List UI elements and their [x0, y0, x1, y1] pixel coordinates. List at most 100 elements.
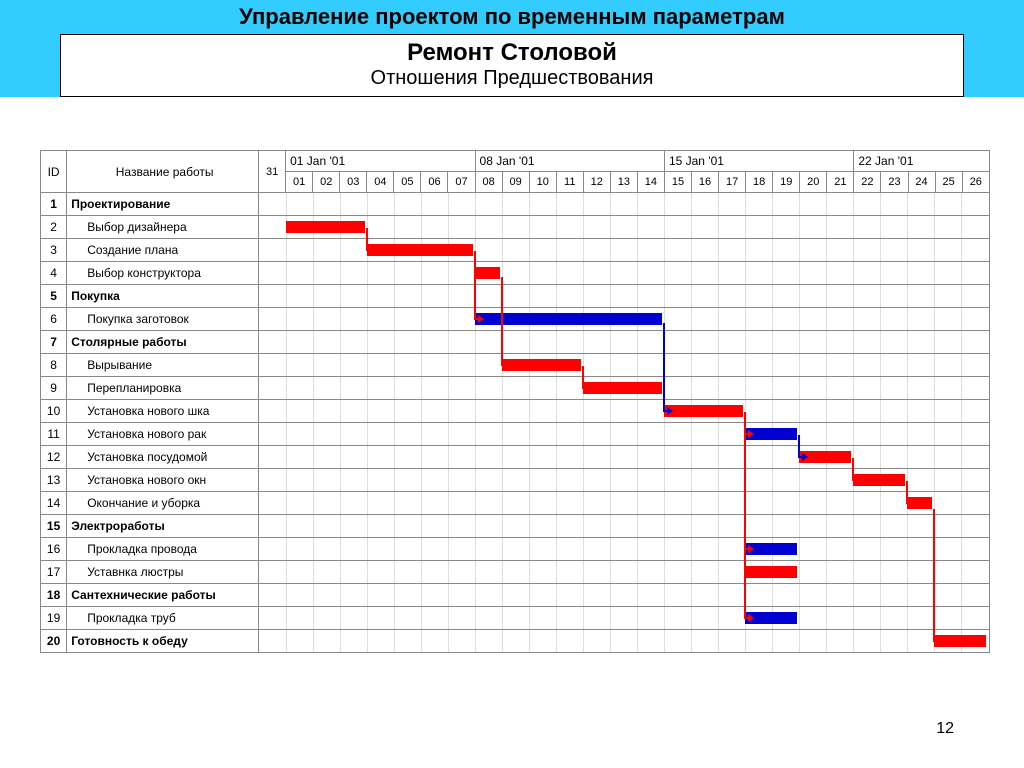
- arrow-icon: [856, 476, 862, 484]
- day-header: 21: [827, 172, 854, 193]
- task-name: Вырывание: [67, 354, 259, 377]
- task-id: 7: [41, 331, 67, 354]
- task-chart-cell: [259, 630, 990, 653]
- day-header: 24: [908, 172, 935, 193]
- arrow-icon: [748, 568, 754, 576]
- day-header: 19: [773, 172, 800, 193]
- dependency-link: [852, 458, 854, 480]
- task-row: 19Прокладка труб: [41, 607, 990, 630]
- banner: Управление проектом по временным парамет…: [0, 0, 1024, 97]
- page-number: 12: [936, 720, 954, 738]
- week-header: 22 Jan '01: [854, 151, 990, 172]
- task-id: 16: [41, 538, 67, 561]
- task-name: Уставнка люстры: [67, 561, 259, 584]
- dependency-link: [798, 435, 800, 457]
- task-row: 15Электроработы: [41, 515, 990, 538]
- box-title: Ремонт Столовой: [61, 39, 963, 67]
- task-id: 9: [41, 377, 67, 400]
- dependency-link: [366, 228, 368, 250]
- dependency-link: [474, 253, 476, 319]
- task-name: Выбор конструктора: [67, 262, 259, 285]
- task-row: 5Покупка: [41, 285, 990, 308]
- task-name: Столярные работы: [67, 331, 259, 354]
- arrow-icon: [748, 545, 754, 553]
- task-id: 15: [41, 515, 67, 538]
- box-subtitle: Отношения Предшествования: [61, 67, 963, 90]
- task-row: 20Готовность к обеду: [41, 630, 990, 653]
- task-chart-cell: [259, 446, 990, 469]
- task-id: 1: [41, 193, 67, 216]
- day-header: 07: [448, 172, 475, 193]
- task-name: Создание плана: [67, 239, 259, 262]
- day-header: 04: [367, 172, 394, 193]
- day-header: 31: [259, 151, 286, 193]
- task-chart-cell: [259, 515, 990, 538]
- task-name: Электроработы: [67, 515, 259, 538]
- task-chart-cell: [259, 377, 990, 400]
- task-id: 20: [41, 630, 67, 653]
- task-id: 14: [41, 492, 67, 515]
- task-name: Выбор дизайнера: [67, 216, 259, 239]
- day-header: 08: [475, 172, 502, 193]
- day-header: 02: [313, 172, 340, 193]
- task-name: Покупка: [67, 285, 259, 308]
- task-chart-cell: [259, 216, 990, 239]
- day-header: 10: [529, 172, 556, 193]
- title-box: Ремонт Столовой Отношения Предшествовани…: [60, 34, 964, 97]
- task-chart-cell: [259, 469, 990, 492]
- task-row: 11Установка нового рак: [41, 423, 990, 446]
- gantt-chart: IDНазвание работы3101 Jan '0108 Jan '011…: [40, 150, 990, 653]
- arrow-icon: [667, 407, 673, 415]
- arrow-icon: [586, 384, 592, 392]
- task-id: 19: [41, 607, 67, 630]
- arrow-icon: [478, 315, 484, 323]
- task-chart-cell: [259, 285, 990, 308]
- task-id: 4: [41, 262, 67, 285]
- task-chart-cell: [259, 308, 990, 331]
- task-row: 17Уставнка люстры: [41, 561, 990, 584]
- task-id: 5: [41, 285, 67, 308]
- task-name: Прокладка труб: [67, 607, 259, 630]
- task-chart-cell: [259, 561, 990, 584]
- task-name: Покупка заготовок: [67, 308, 259, 331]
- task-row: 7Столярные работы: [41, 331, 990, 354]
- task-chart-cell: [259, 331, 990, 354]
- task-row: 14Окончание и уборка: [41, 492, 990, 515]
- arrow-icon: [505, 361, 511, 369]
- day-header: 14: [637, 172, 664, 193]
- task-name: Сантехнические работы: [67, 584, 259, 607]
- task-chart-cell: [259, 262, 990, 285]
- day-header: 06: [421, 172, 448, 193]
- arrow-icon: [937, 637, 943, 645]
- task-row: 6Покупка заготовок: [41, 308, 990, 331]
- task-row: 9Перепланировка: [41, 377, 990, 400]
- arrow-icon: [748, 614, 754, 622]
- col-name: Название работы: [67, 151, 259, 193]
- task-chart-cell: [259, 607, 990, 630]
- task-id: 13: [41, 469, 67, 492]
- task-row: 8Вырывание: [41, 354, 990, 377]
- day-header: 15: [664, 172, 691, 193]
- day-header: 16: [692, 172, 719, 193]
- task-id: 11: [41, 423, 67, 446]
- task-id: 2: [41, 216, 67, 239]
- task-chart-cell: [259, 584, 990, 607]
- task-row: 4Выбор конструктора: [41, 262, 990, 285]
- dependency-link: [933, 509, 935, 641]
- task-name: Перепланировка: [67, 377, 259, 400]
- day-header: 05: [394, 172, 421, 193]
- gantt-bar: [367, 244, 473, 256]
- banner-title: Управление проектом по временным парамет…: [0, 4, 1024, 30]
- day-header: 23: [881, 172, 908, 193]
- dependency-link: [744, 420, 746, 618]
- dependency-link: [582, 366, 584, 388]
- task-row: 3Создание плана: [41, 239, 990, 262]
- day-header: 22: [854, 172, 881, 193]
- dependency-link: [663, 323, 665, 411]
- task-chart-cell: [259, 423, 990, 446]
- arrow-icon: [910, 499, 916, 507]
- day-header: 11: [556, 172, 583, 193]
- task-name: Установка нового рак: [67, 423, 259, 446]
- task-name: Готовность к обеду: [67, 630, 259, 653]
- task-name: Прокладка провода: [67, 538, 259, 561]
